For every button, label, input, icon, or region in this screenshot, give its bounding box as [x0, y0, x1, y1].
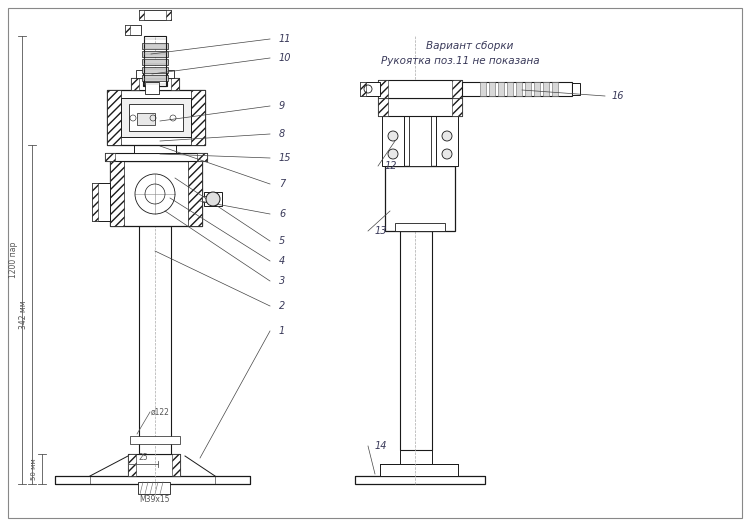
Bar	[139, 10, 144, 20]
Bar	[171, 78, 179, 90]
Bar	[143, 70, 167, 86]
Bar	[131, 78, 139, 90]
Bar	[543, 82, 549, 96]
Text: 6: 6	[279, 209, 285, 219]
Bar	[142, 75, 168, 81]
Bar	[144, 36, 166, 86]
Bar	[489, 82, 495, 96]
Text: 342 мм: 342 мм	[20, 300, 28, 329]
Bar	[498, 82, 504, 96]
Text: 16: 16	[612, 91, 625, 101]
Bar	[142, 51, 168, 57]
Circle shape	[388, 149, 398, 159]
Bar	[378, 98, 462, 116]
Text: 8: 8	[279, 129, 285, 139]
Circle shape	[388, 131, 398, 141]
Text: 1200 пар: 1200 пар	[10, 242, 19, 278]
Text: 9: 9	[279, 101, 285, 111]
Bar	[105, 153, 207, 161]
Text: 14: 14	[375, 441, 388, 451]
Bar	[572, 83, 580, 95]
Bar	[378, 80, 462, 98]
Text: 11: 11	[279, 34, 292, 44]
Text: Вариант сборки: Вариант сборки	[426, 41, 514, 51]
Text: 1: 1	[279, 326, 285, 336]
Bar	[191, 90, 205, 145]
Bar	[136, 70, 174, 78]
Bar	[507, 82, 513, 96]
Text: Рукоятка поз.11 не показана: Рукоятка поз.11 не показана	[381, 56, 539, 66]
Bar	[552, 82, 558, 96]
Bar	[400, 450, 432, 464]
Bar	[55, 476, 250, 484]
Bar	[204, 192, 222, 206]
Bar	[125, 25, 141, 35]
Bar	[145, 82, 159, 94]
Bar	[107, 90, 121, 145]
Bar	[188, 161, 202, 226]
Bar	[139, 10, 171, 20]
Text: 25: 25	[138, 453, 148, 462]
Bar	[130, 436, 180, 444]
Bar	[395, 223, 445, 231]
Bar	[462, 82, 572, 96]
Bar	[360, 82, 380, 96]
Bar	[360, 82, 366, 96]
Text: ø122: ø122	[151, 408, 170, 417]
Bar	[107, 90, 205, 145]
Bar	[202, 196, 207, 202]
Bar	[137, 113, 155, 125]
Bar	[382, 116, 404, 166]
Bar	[138, 482, 170, 494]
Bar	[142, 67, 168, 73]
Bar	[131, 78, 179, 90]
Text: 50 мм: 50 мм	[31, 458, 37, 480]
Bar	[105, 153, 115, 161]
Bar	[139, 226, 171, 454]
Text: 2: 2	[279, 301, 285, 311]
Bar	[92, 183, 98, 221]
Bar	[400, 231, 432, 450]
Bar	[142, 43, 168, 49]
Text: 15: 15	[279, 153, 292, 163]
Text: 4: 4	[279, 256, 285, 266]
Text: 10: 10	[279, 53, 292, 63]
Bar	[385, 166, 455, 231]
Text: 5: 5	[279, 236, 285, 246]
Bar	[409, 116, 431, 166]
Text: 7: 7	[279, 179, 285, 189]
Text: М39х15: М39х15	[140, 495, 170, 504]
Bar	[125, 25, 130, 35]
Bar	[378, 98, 388, 116]
Bar	[166, 10, 171, 20]
Circle shape	[206, 192, 220, 206]
Bar	[134, 145, 176, 153]
Text: 3: 3	[279, 276, 285, 286]
Bar	[92, 183, 110, 221]
Bar	[436, 116, 458, 166]
Bar	[172, 454, 180, 476]
Bar	[110, 161, 202, 226]
Bar	[110, 161, 124, 226]
Bar	[380, 464, 458, 476]
Bar	[534, 82, 540, 96]
Bar	[378, 80, 388, 98]
Text: 12: 12	[385, 161, 398, 171]
Bar	[142, 59, 168, 65]
Circle shape	[442, 149, 452, 159]
Bar	[121, 98, 191, 137]
Bar	[197, 153, 207, 161]
Bar	[129, 104, 183, 131]
Text: 13: 13	[375, 226, 388, 236]
Bar	[128, 454, 136, 476]
Bar	[452, 80, 462, 98]
Bar	[128, 454, 180, 476]
Bar	[480, 82, 486, 96]
Circle shape	[442, 131, 452, 141]
Bar	[516, 82, 522, 96]
Bar	[355, 476, 485, 484]
Bar	[452, 98, 462, 116]
Bar	[525, 82, 531, 96]
